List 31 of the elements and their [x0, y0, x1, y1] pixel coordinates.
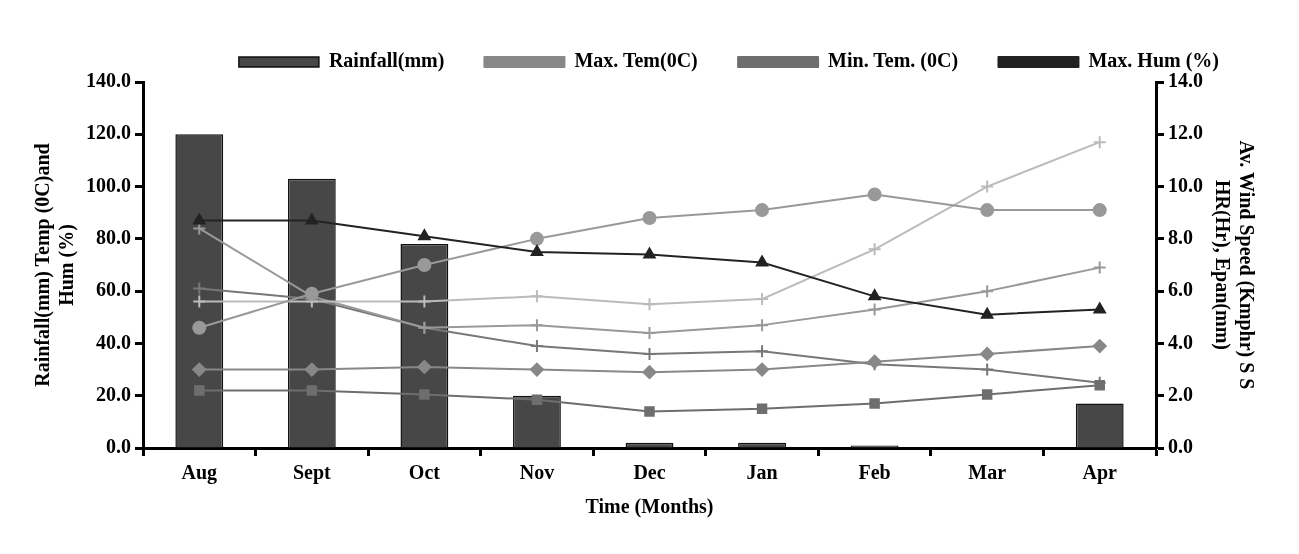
x-tick-label: Feb	[858, 461, 891, 484]
x-tick-label: Aug	[181, 461, 218, 485]
y2-tick-label: 4.0	[1168, 330, 1193, 353]
y-tick-label: 60.0	[96, 278, 131, 301]
y-axis-title: Rainfall(mm) Temp (0C)and Hum (%)	[31, 143, 79, 387]
y-tick-label: 100.0	[86, 173, 131, 196]
y2-axis-title: Av. Wind Speed (Kmphr) S S HR(Hr), Epan(mm)	[1210, 140, 1258, 390]
x-tick-label: Jan	[746, 461, 778, 484]
x-tick-label: Apr	[1082, 461, 1118, 485]
legend-label: Rainfall(mm)	[328, 49, 445, 73]
y2-tick-label: 8.0	[1168, 226, 1193, 249]
y-tick-label: 140.0	[86, 69, 131, 92]
y2-tick-label: 12.0	[1168, 121, 1203, 144]
x-tick-label: Mar	[968, 461, 1007, 484]
x-tick-label: Sept	[292, 461, 332, 485]
y2-tick-label: 6.0	[1168, 278, 1193, 301]
x-tick-label: Nov	[519, 461, 555, 484]
legend-label: Max. Hum (%)	[1088, 49, 1220, 73]
y-tick-label: 20.0	[96, 382, 131, 405]
y-tick-label: 80.0	[96, 226, 131, 249]
y-tick-label: 40.0	[96, 330, 131, 353]
y2-tick-label: 0.0	[1168, 435, 1193, 458]
x-tick-label: Oct	[408, 461, 441, 484]
x-axis-title: Time (Months)	[585, 495, 714, 519]
y-tick-label: 120.0	[86, 121, 131, 144]
y-tick-label: 0.0	[106, 435, 131, 458]
x-tick-label: Dec	[633, 461, 666, 484]
legend-label: Max. Tem(0C)	[574, 49, 698, 73]
legend-label: Min. Tem. (0C)	[828, 49, 959, 73]
y2-tick-label: 2.0	[1168, 382, 1193, 405]
y2-tick-label: 10.0	[1168, 173, 1203, 196]
